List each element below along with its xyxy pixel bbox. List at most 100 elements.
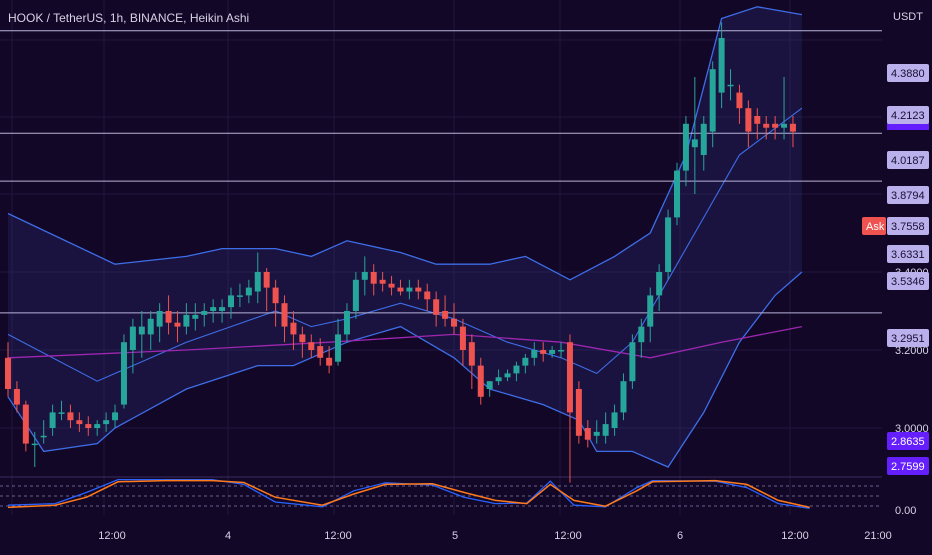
ask-label: Ask (866, 221, 885, 233)
candle-body (647, 295, 654, 327)
candle-body (245, 287, 252, 296)
candle-body (103, 420, 110, 425)
candle-body (165, 311, 172, 323)
candle-body (290, 322, 297, 335)
price-label-accent (887, 120, 929, 130)
candle (674, 162, 680, 226)
price-label: 4.0187 (891, 155, 925, 167)
candle (352, 272, 359, 319)
candle (513, 361, 520, 382)
candle-body (138, 326, 145, 335)
candle (575, 381, 582, 444)
candle (210, 299, 217, 323)
candle (22, 400, 29, 452)
candle-body (352, 279, 359, 311)
candle-body (477, 365, 484, 397)
candle (308, 334, 315, 358)
candle (138, 311, 145, 358)
candle (736, 84, 743, 124)
candle (727, 69, 734, 101)
candle-body (504, 373, 511, 378)
candle-body (147, 318, 154, 335)
candle-body (40, 435, 47, 438)
candle (611, 404, 618, 436)
candle (272, 279, 279, 327)
price-axis: 3.00003.20003.40004.38804.21234.01873.87… (862, 64, 929, 475)
candle-body (120, 342, 127, 405)
candle-body (415, 287, 422, 292)
time-axis: 12:00 4 12:00 5 12:00 6 12:00 21:00 (98, 530, 892, 542)
x-tick-label: 5 (452, 530, 458, 542)
band-fill (8, 6, 802, 468)
candle (335, 318, 342, 366)
x-tick-label: 4 (225, 530, 231, 542)
candle-body (513, 365, 520, 374)
candle-body (397, 287, 404, 292)
candle (522, 353, 529, 374)
price-label-box (887, 64, 929, 82)
candle-body (272, 287, 279, 304)
candle (13, 381, 20, 413)
candle-body (736, 92, 743, 109)
candle-body (236, 295, 243, 297)
candle-body (620, 381, 627, 413)
candle (31, 431, 38, 467)
candle (772, 116, 779, 140)
candle (656, 264, 663, 311)
candle (549, 346, 556, 358)
candle-body (691, 139, 698, 148)
candle-body (656, 272, 663, 296)
candle-body (22, 404, 29, 444)
price-label-box (887, 106, 929, 124)
price-label-box (887, 186, 929, 204)
price-label: 3.7558 (891, 221, 925, 233)
candle (718, 22, 725, 109)
candle-body (575, 389, 582, 436)
price-label-box (887, 151, 929, 169)
candle (370, 264, 377, 296)
candle-body (129, 326, 136, 350)
candle-body (424, 291, 431, 300)
candle-body (718, 38, 725, 93)
candle-body (343, 311, 350, 335)
candle-body (299, 334, 306, 343)
candle (263, 268, 270, 311)
candle (754, 108, 761, 140)
candle (647, 287, 654, 343)
chart-title: HOOK / TetherUS, 1h, BINANCE, Heikin Ash… (8, 11, 249, 25)
candle-body (156, 311, 163, 327)
candle (745, 100, 752, 148)
candle (317, 338, 324, 366)
x-tick-label: 12:00 (324, 530, 352, 542)
candle-body (31, 443, 38, 446)
candle-body (665, 217, 672, 272)
candle (361, 256, 368, 296)
candle (254, 252, 261, 304)
candle-body (281, 303, 288, 327)
candle (94, 420, 101, 436)
candle-body (308, 342, 315, 350)
candle-body (558, 350, 565, 352)
price-label-box (887, 217, 929, 235)
candle (593, 420, 600, 444)
candle (620, 373, 627, 421)
currency-label: USDT (893, 11, 923, 23)
candle (5, 342, 11, 397)
candle (459, 318, 466, 366)
candle-body (451, 318, 457, 327)
candle (691, 77, 698, 194)
candle (165, 295, 172, 335)
candle (183, 303, 190, 335)
price-label: 4.2123 (891, 110, 925, 122)
candle (397, 279, 404, 296)
price-label: 2.8635 (891, 436, 925, 448)
stochastic-pane: 0.00 (0, 478, 916, 517)
candle (451, 303, 457, 335)
candle-body (58, 412, 65, 414)
x-tick-label: 12:00 (781, 530, 809, 542)
candle-body (370, 272, 377, 284)
price-label-box (887, 432, 929, 450)
